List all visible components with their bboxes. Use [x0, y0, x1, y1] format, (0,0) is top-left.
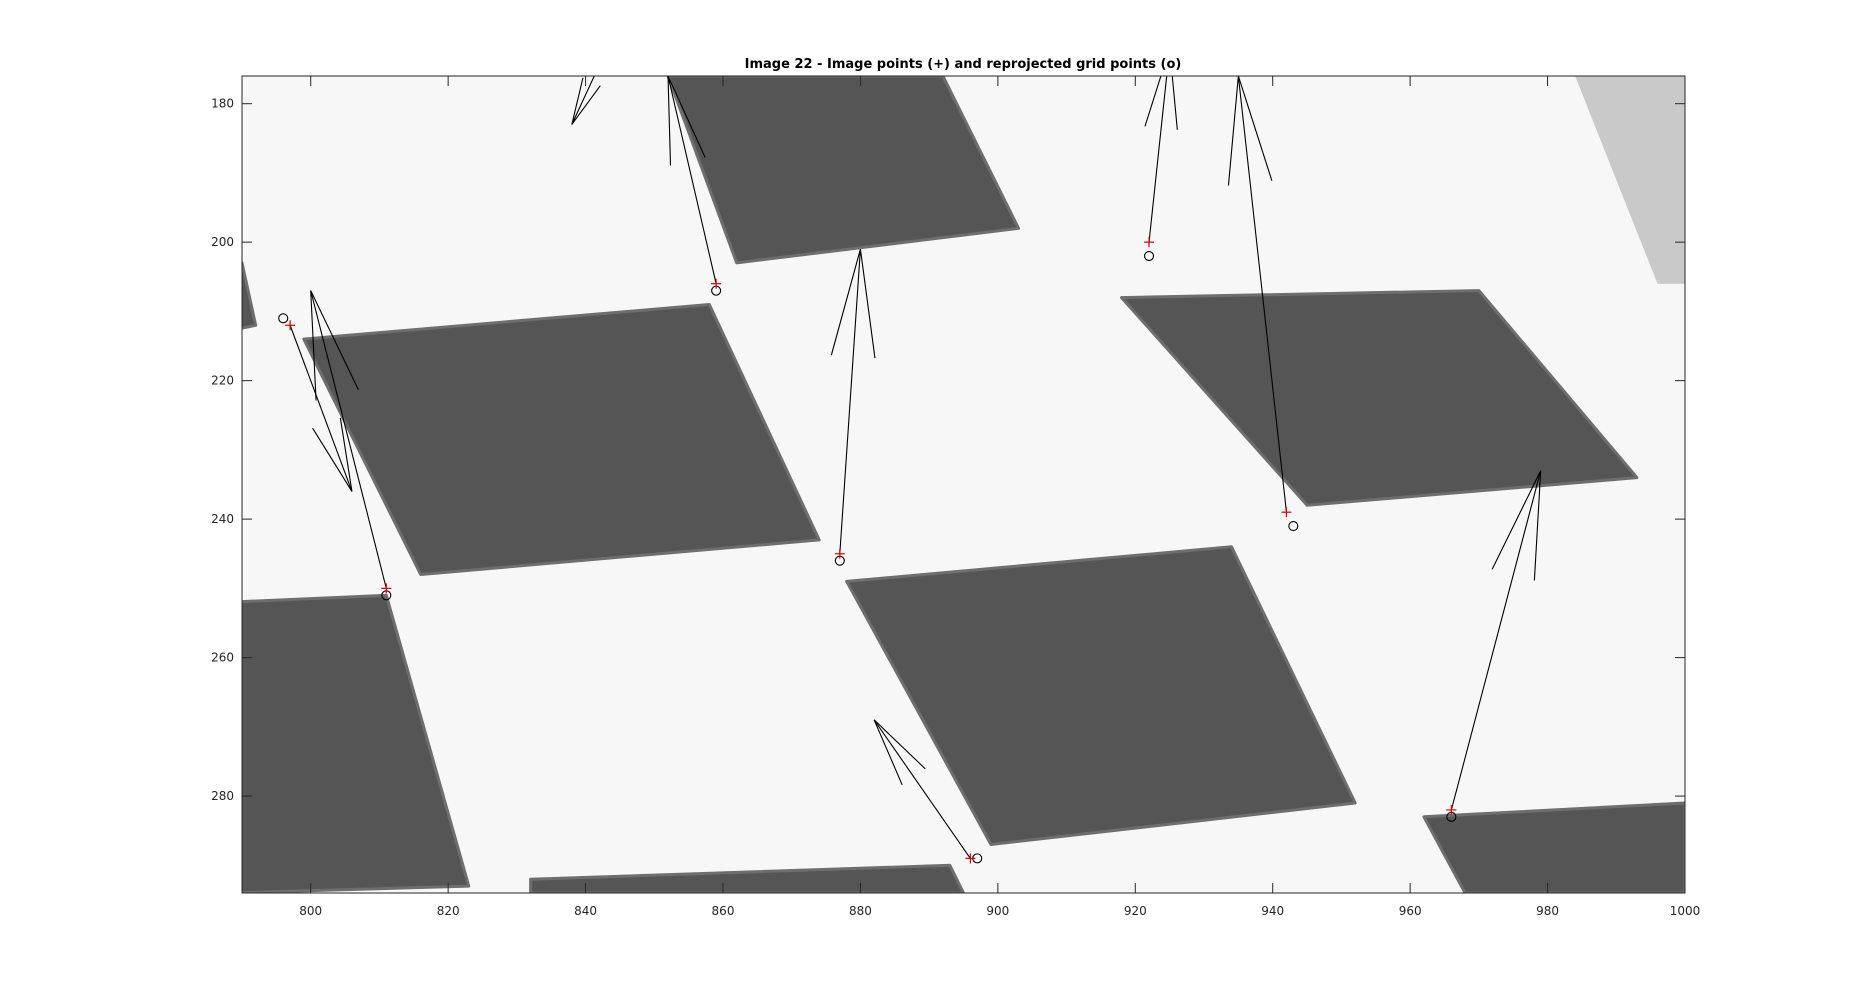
image-point-marker	[711, 278, 722, 289]
grid-point-marker	[1288, 520, 1299, 532]
board-edge-shading	[1575, 76, 1685, 284]
dark-square	[1120, 289, 1639, 507]
dark-square	[845, 545, 1357, 846]
grid-point-marker	[278, 313, 289, 324]
y-tick-label: 180	[211, 97, 234, 111]
error-arrow	[1144, 76, 1178, 243]
image-point-marker	[1144, 237, 1155, 248]
x-tick-label: 1000	[1670, 904, 1701, 918]
y-axis: 180 200 220 240 260 280	[211, 97, 1685, 803]
dark-square	[302, 303, 821, 576]
error-arrows	[289, 76, 1542, 859]
error-arrow	[571, 76, 601, 125]
x-tick-label: 880	[849, 904, 872, 918]
error-arrow	[310, 290, 387, 589]
image-point-marker	[965, 853, 976, 864]
error-arrow	[667, 76, 717, 284]
x-tick-label: 980	[1536, 904, 1559, 918]
dark-square	[529, 863, 965, 893]
grid-point-marker	[1143, 250, 1155, 262]
x-tick-label: 820	[437, 904, 460, 918]
x-tick-label: 920	[1124, 904, 1147, 918]
x-tick-label: 800	[299, 904, 322, 918]
error-arrow	[830, 248, 876, 554]
error-arrow	[1450, 470, 1542, 811]
x-tick-label: 840	[574, 904, 597, 918]
chart-title: Image 22 - Image points (+) and reprojec…	[745, 57, 1182, 72]
checkerboard-image	[242, 76, 1685, 893]
image-points	[285, 237, 1457, 864]
dark-square	[1422, 801, 1685, 893]
dark-square	[666, 76, 1020, 265]
y-tick-label: 280	[211, 789, 234, 803]
axes-box	[241, 75, 1686, 894]
dark-square	[242, 261, 258, 330]
error-arrow	[873, 719, 971, 859]
dark-square	[242, 593, 471, 893]
image-point-marker	[381, 583, 392, 594]
image-point-marker	[285, 320, 296, 331]
plot-area	[242, 76, 1685, 893]
x-tick-label: 940	[1261, 904, 1284, 918]
y-tick-label: 260	[211, 651, 234, 665]
error-arrow	[1227, 76, 1288, 513]
x-tick-label: 960	[1399, 904, 1422, 918]
x-tick-label: 900	[986, 904, 1009, 918]
y-tick-label: 220	[211, 374, 234, 388]
x-tick-label: 860	[712, 904, 735, 918]
x-axis: 800 820 840 860 880 900 920 940 960 980 1000	[299, 76, 1700, 918]
error-arrow	[289, 325, 353, 492]
image-point-marker	[1446, 804, 1457, 815]
image-point-marker	[834, 548, 845, 559]
image-point-marker	[1281, 507, 1292, 518]
y-tick-label: 240	[211, 512, 234, 526]
y-tick-label: 200	[211, 235, 234, 249]
